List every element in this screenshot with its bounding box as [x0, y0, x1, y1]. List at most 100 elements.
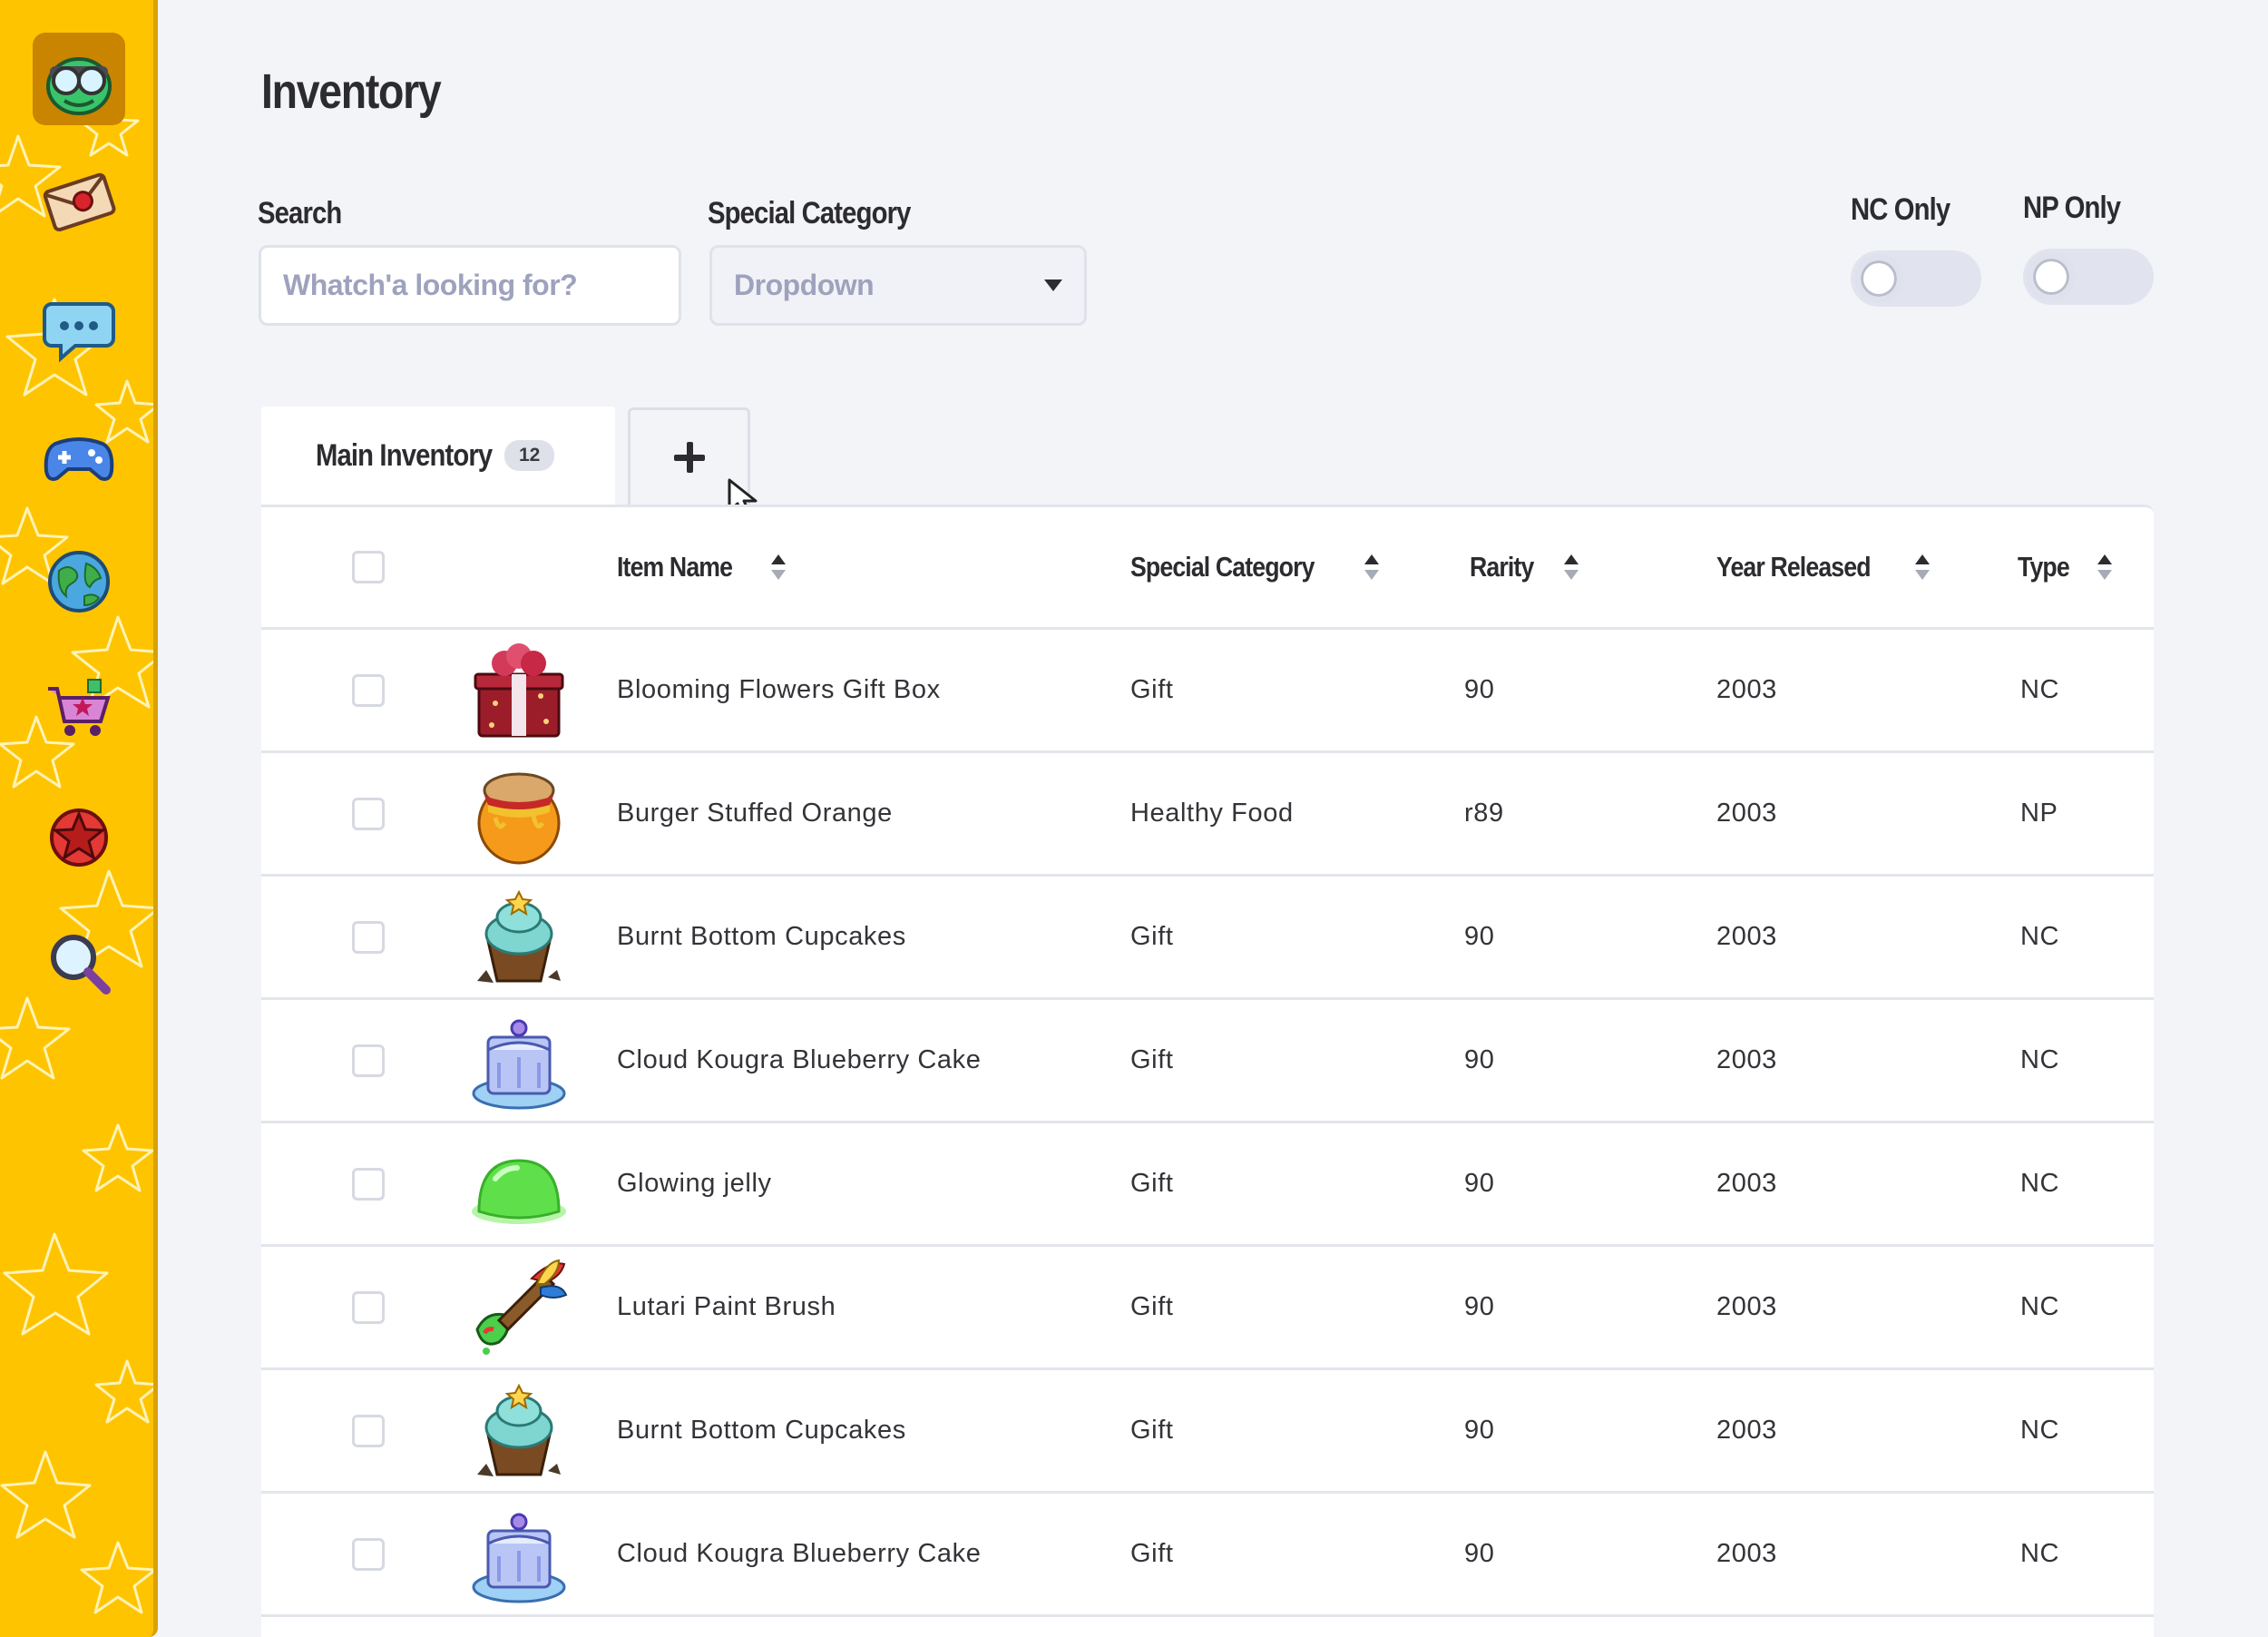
cupcake-icon [477, 1383, 561, 1476]
gamepad-icon [44, 437, 114, 481]
toggle-knob [1854, 254, 1903, 303]
table-row[interactable]: Burnt Bottom Cupcakes Gift 90 2003 NC [261, 1370, 2154, 1494]
row-checkbox[interactable] [352, 673, 385, 707]
column-label: Item Name [617, 551, 733, 583]
special-category-dropdown[interactable]: Dropdown [709, 245, 1087, 326]
year-released: 2003 [1716, 922, 1777, 951]
rarity: 90 [1464, 1539, 1495, 1568]
row-checkbox[interactable] [352, 797, 385, 830]
chevron-down-icon [1044, 279, 1062, 291]
year-released: 2003 [1716, 1416, 1777, 1445]
sidebar-item-mail[interactable] [33, 154, 125, 247]
item-thumbnail [468, 1247, 570, 1367]
table-row[interactable]: Blooming Flowers Gift Box Gift 90 2003 N… [261, 630, 2154, 753]
plus-icon [673, 442, 705, 473]
table-row[interactable]: Lutari Paint Brush Gift 90 2003 NC [261, 1247, 2154, 1370]
row-checkbox[interactable] [352, 1044, 385, 1077]
column-header-rarity[interactable]: Rarity [1470, 507, 1579, 627]
year-released: 2003 [1716, 1539, 1777, 1568]
globe-icon [48, 551, 110, 613]
item-thumbnail [468, 753, 570, 874]
item-thumbnail [468, 1123, 570, 1244]
sort-icon[interactable] [1364, 554, 1379, 580]
column-label: Rarity [1470, 551, 1534, 583]
sidebar-item-avatar[interactable] [33, 33, 125, 125]
row-checkbox-cell [352, 630, 385, 750]
table-row[interactable]: Glowing jelly Gift 90 2003 NC [261, 1123, 2154, 1247]
special-category-value: Dropdown [734, 269, 875, 301]
magnifier-icon [51, 935, 111, 995]
burger-orange-icon [477, 772, 561, 864]
row-checkbox[interactable] [352, 1290, 385, 1324]
item-count-badge: 12 [503, 440, 555, 471]
select-all-cell [352, 507, 385, 627]
special-category: Gift [1130, 1169, 1174, 1198]
sidebar-item-shop[interactable] [33, 662, 125, 755]
search-input[interactable] [259, 245, 681, 326]
sidebar-item-explore[interactable] [33, 535, 125, 628]
rarity: r89 [1464, 799, 1504, 828]
envelope-icon [43, 172, 116, 232]
rarity: 90 [1464, 1416, 1495, 1445]
item-name: Glowing jelly [617, 1169, 772, 1198]
column-header-item-name[interactable]: Item Name [617, 507, 786, 627]
year-released: 2003 [1716, 675, 1777, 704]
table-row[interactable]: Burnt Bottom Cupcakes Gift 90 2003 NC [261, 877, 2154, 1000]
row-checkbox[interactable] [352, 1414, 385, 1447]
column-label: Type [2018, 551, 2070, 583]
blueberry-cake-icon [472, 1019, 566, 1109]
tab-label: Main Inventory [316, 437, 493, 473]
special-category-label: Special Category [708, 196, 911, 230]
blueberry-cake-icon [472, 1513, 566, 1603]
search-label: Search [258, 196, 342, 230]
sidebar-item-chat[interactable] [33, 281, 125, 374]
tab-main-inventory[interactable]: Main Inventory 12 [261, 407, 615, 505]
type: NC [2020, 1539, 2060, 1568]
star-pattern-background [0, 98, 153, 1614]
select-all-checkbox[interactable] [352, 551, 385, 583]
type: NC [2020, 1045, 2060, 1074]
year-released: 2003 [1716, 1169, 1777, 1198]
column-header-year-released[interactable]: Year Released [1716, 507, 1931, 627]
sort-icon[interactable] [1915, 554, 1931, 580]
special-category: Gift [1130, 675, 1174, 704]
row-checkbox[interactable] [352, 1167, 385, 1201]
row-checkbox[interactable] [352, 920, 385, 954]
year-released: 2003 [1716, 799, 1777, 828]
inventory-table: Item Name Special Category Rarity Year R… [261, 505, 2154, 1637]
green-pet-goggles-icon [46, 57, 112, 115]
nc-only-label: NC Only [1851, 192, 1950, 227]
sidebar-item-favorites[interactable] [33, 789, 125, 882]
np-only-toggle[interactable] [2023, 249, 2154, 305]
sidebar [0, 0, 158, 1637]
row-checkbox[interactable] [352, 1537, 385, 1571]
table-row[interactable]: Cloud Kougra Blueberry Cake Gift 90 2003… [261, 1494, 2154, 1617]
nc-only-toggle[interactable] [1851, 250, 1981, 307]
rarity: 90 [1464, 1292, 1495, 1321]
item-name: Cloud Kougra Blueberry Cake [617, 1539, 982, 1568]
special-category: Gift [1130, 922, 1174, 951]
year-released: 2003 [1716, 1292, 1777, 1321]
sidebar-item-games[interactable] [33, 408, 125, 501]
table-header: Item Name Special Category Rarity Year R… [261, 507, 2154, 630]
item-name: Burnt Bottom Cupcakes [617, 922, 906, 951]
sidebar-item-search[interactable] [33, 917, 125, 1009]
item-thumbnail [468, 1494, 570, 1614]
sort-icon[interactable] [2097, 554, 2113, 580]
cupcake-icon [477, 889, 561, 983]
item-thumbnail [468, 877, 570, 997]
column-header-type[interactable]: Type [2018, 507, 2113, 627]
item-name: Cloud Kougra Blueberry Cake [617, 1045, 982, 1074]
sort-icon[interactable] [770, 554, 786, 580]
rarity: 90 [1464, 922, 1495, 951]
toggle-knob [2027, 252, 2076, 301]
column-header-special-category[interactable]: Special Category [1130, 507, 1379, 627]
special-category: Gift [1130, 1045, 1174, 1074]
type: NP [2020, 799, 2058, 828]
table-row[interactable]: Cloud Kougra Blueberry Cake Gift 90 2003… [261, 1000, 2154, 1123]
shopping-cart-icon [48, 679, 111, 736]
page-title: Inventory [261, 64, 442, 119]
table-row[interactable]: Burger Stuffed Orange Healthy Food r89 2… [261, 753, 2154, 877]
sort-icon[interactable] [1563, 554, 1579, 580]
star-badge-icon [50, 809, 108, 867]
